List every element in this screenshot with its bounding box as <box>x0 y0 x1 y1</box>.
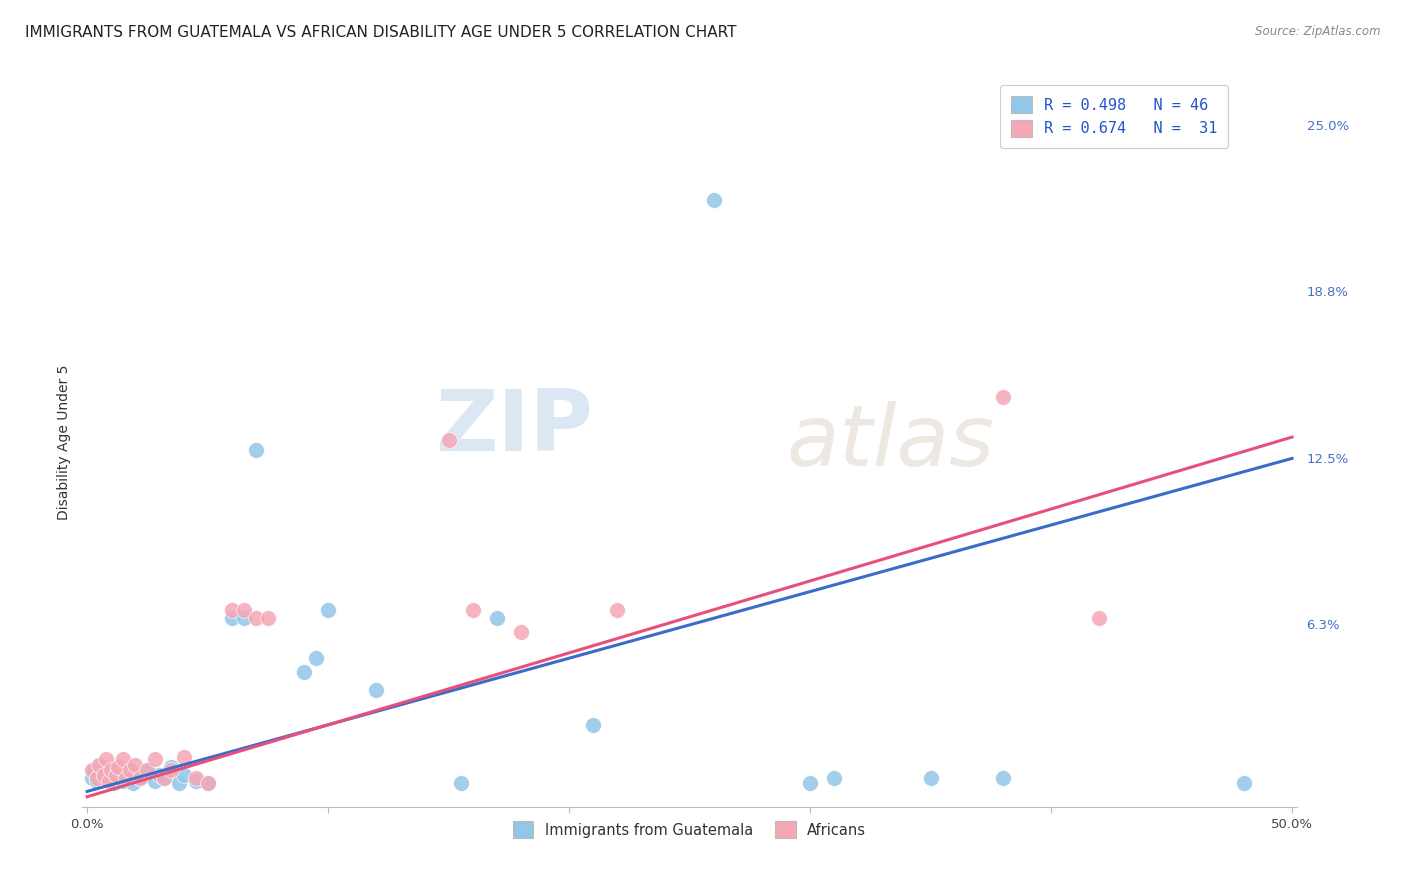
Point <box>120 763 142 777</box>
Point <box>920 771 942 785</box>
Point <box>184 773 207 788</box>
Point <box>991 390 1014 404</box>
Point <box>245 611 267 625</box>
Y-axis label: Disability Age Under 5: Disability Age Under 5 <box>58 365 72 520</box>
Point <box>305 651 328 665</box>
Point <box>148 768 170 782</box>
Point <box>232 603 254 617</box>
Point <box>93 760 115 774</box>
Point <box>292 665 315 679</box>
Point <box>582 718 605 732</box>
Point <box>114 771 136 785</box>
Point <box>461 603 484 617</box>
Point <box>96 768 118 782</box>
Point <box>80 771 103 785</box>
Point <box>105 765 128 780</box>
Point <box>221 611 243 625</box>
Point <box>93 771 115 785</box>
Point <box>703 193 725 207</box>
Point <box>509 624 531 639</box>
Point <box>450 776 472 790</box>
Point <box>100 771 122 785</box>
Legend: Immigrants from Guatemala, Africans: Immigrants from Guatemala, Africans <box>508 815 872 844</box>
Point <box>96 752 118 766</box>
Point <box>86 773 108 788</box>
Text: atlas: atlas <box>787 401 994 484</box>
Point <box>90 765 112 780</box>
Point <box>153 771 176 785</box>
Point <box>173 768 195 782</box>
Point <box>316 603 339 617</box>
Point <box>97 773 120 788</box>
Point <box>107 768 129 782</box>
Point <box>120 763 142 777</box>
Point <box>122 776 145 790</box>
Point <box>437 433 460 447</box>
Point <box>167 776 190 790</box>
Point <box>117 771 139 785</box>
Point <box>173 749 195 764</box>
Point <box>83 763 105 777</box>
Point <box>112 752 135 766</box>
Point <box>124 757 146 772</box>
Point <box>80 763 103 777</box>
Point <box>257 611 280 625</box>
Point <box>143 773 166 788</box>
Point <box>245 443 267 458</box>
Point <box>160 763 183 777</box>
Point <box>1088 611 1111 625</box>
Point <box>366 683 388 698</box>
Point <box>105 768 128 782</box>
Point <box>232 611 254 625</box>
Point <box>1233 776 1256 790</box>
Point <box>197 776 219 790</box>
Point <box>160 760 183 774</box>
Point <box>112 773 135 788</box>
Point <box>197 776 219 790</box>
Point <box>86 771 108 785</box>
Point <box>823 771 845 785</box>
Point <box>485 611 508 625</box>
Point <box>89 757 111 772</box>
Point <box>129 771 152 785</box>
Point <box>124 768 146 782</box>
Point <box>107 760 129 774</box>
Point <box>991 771 1014 785</box>
Point <box>606 603 628 617</box>
Point <box>143 752 166 766</box>
Point <box>221 603 243 617</box>
Point <box>136 763 159 777</box>
Text: Source: ZipAtlas.com: Source: ZipAtlas.com <box>1256 25 1381 38</box>
Text: ZIP: ZIP <box>434 386 592 469</box>
Point <box>129 771 152 785</box>
Point <box>100 763 122 777</box>
Point <box>184 771 207 785</box>
Point <box>153 771 176 785</box>
Point <box>799 776 821 790</box>
Point <box>110 760 132 774</box>
Point <box>93 768 115 782</box>
Point <box>89 757 111 772</box>
Point <box>114 765 136 780</box>
Point <box>97 763 120 777</box>
Point <box>136 763 159 777</box>
Text: IMMIGRANTS FROM GUATEMALA VS AFRICAN DISABILITY AGE UNDER 5 CORRELATION CHART: IMMIGRANTS FROM GUATEMALA VS AFRICAN DIS… <box>25 25 737 40</box>
Point <box>103 776 125 790</box>
